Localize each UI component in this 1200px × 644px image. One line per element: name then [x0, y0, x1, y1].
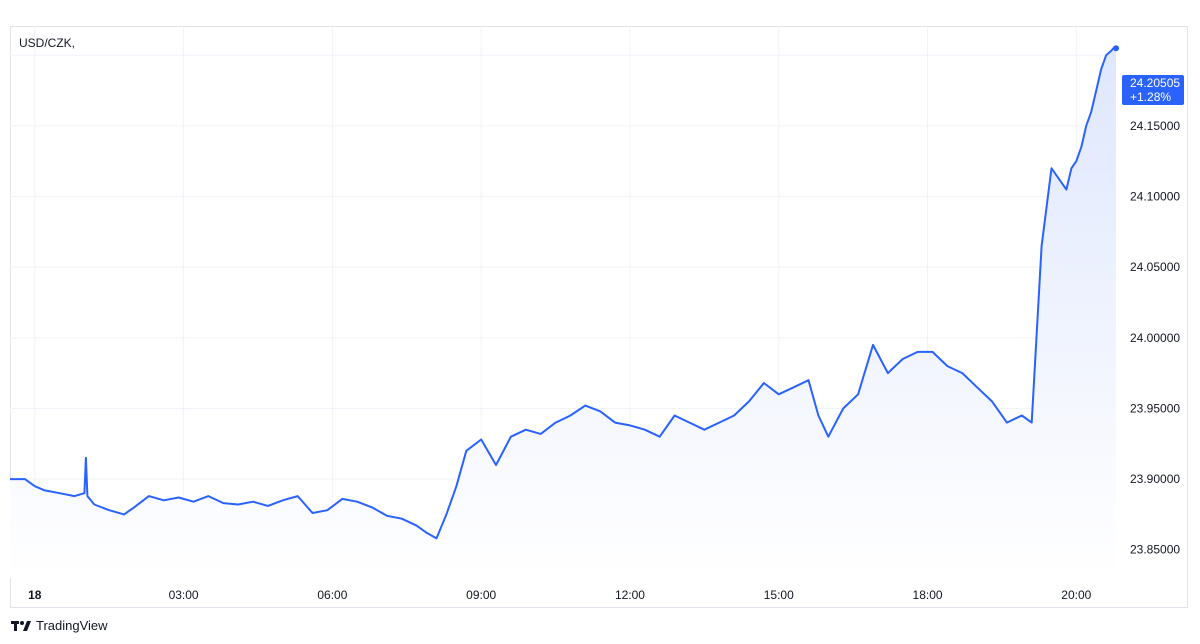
- last-price-value: 24.20505: [1130, 76, 1181, 90]
- x-tick-label: 15:00: [764, 588, 794, 602]
- last-point-marker: [1113, 45, 1119, 52]
- x-tick-label: 06:00: [317, 588, 347, 602]
- price-change-percent: +1.28%: [1130, 90, 1172, 104]
- x-tick-label: 12:00: [615, 588, 645, 602]
- x-tick-label: 09:00: [466, 588, 496, 602]
- x-tick-label: 03:00: [169, 588, 199, 602]
- tradingview-logo-icon: [11, 620, 31, 631]
- tradingview-logo[interactable]: TradingView: [11, 618, 108, 633]
- y-tick-label: 23.85000: [1130, 543, 1180, 557]
- x-tick-label: 18:00: [913, 588, 943, 602]
- y-tick-label: 23.95000: [1130, 401, 1180, 415]
- x-tick-label: 20:00: [1061, 588, 1091, 602]
- y-tick-label: 24.15000: [1130, 119, 1180, 133]
- x-tick-label: 18: [28, 588, 42, 602]
- series-area-fill: [10, 48, 1116, 578]
- tradingview-brand-text: TradingView: [36, 618, 108, 633]
- y-tick-label: 24.10000: [1130, 190, 1180, 204]
- y-tick-label: 23.90000: [1130, 472, 1180, 486]
- chart-frame: [10, 26, 1188, 608]
- last-price-badge: 24.20505 +1.28%: [1122, 75, 1184, 105]
- y-tick-label: 24.05000: [1130, 260, 1180, 274]
- symbol-title: USD/CZK,: [19, 36, 76, 50]
- series-line: [10, 47, 1116, 540]
- y-tick-label: 24.00000: [1130, 331, 1180, 345]
